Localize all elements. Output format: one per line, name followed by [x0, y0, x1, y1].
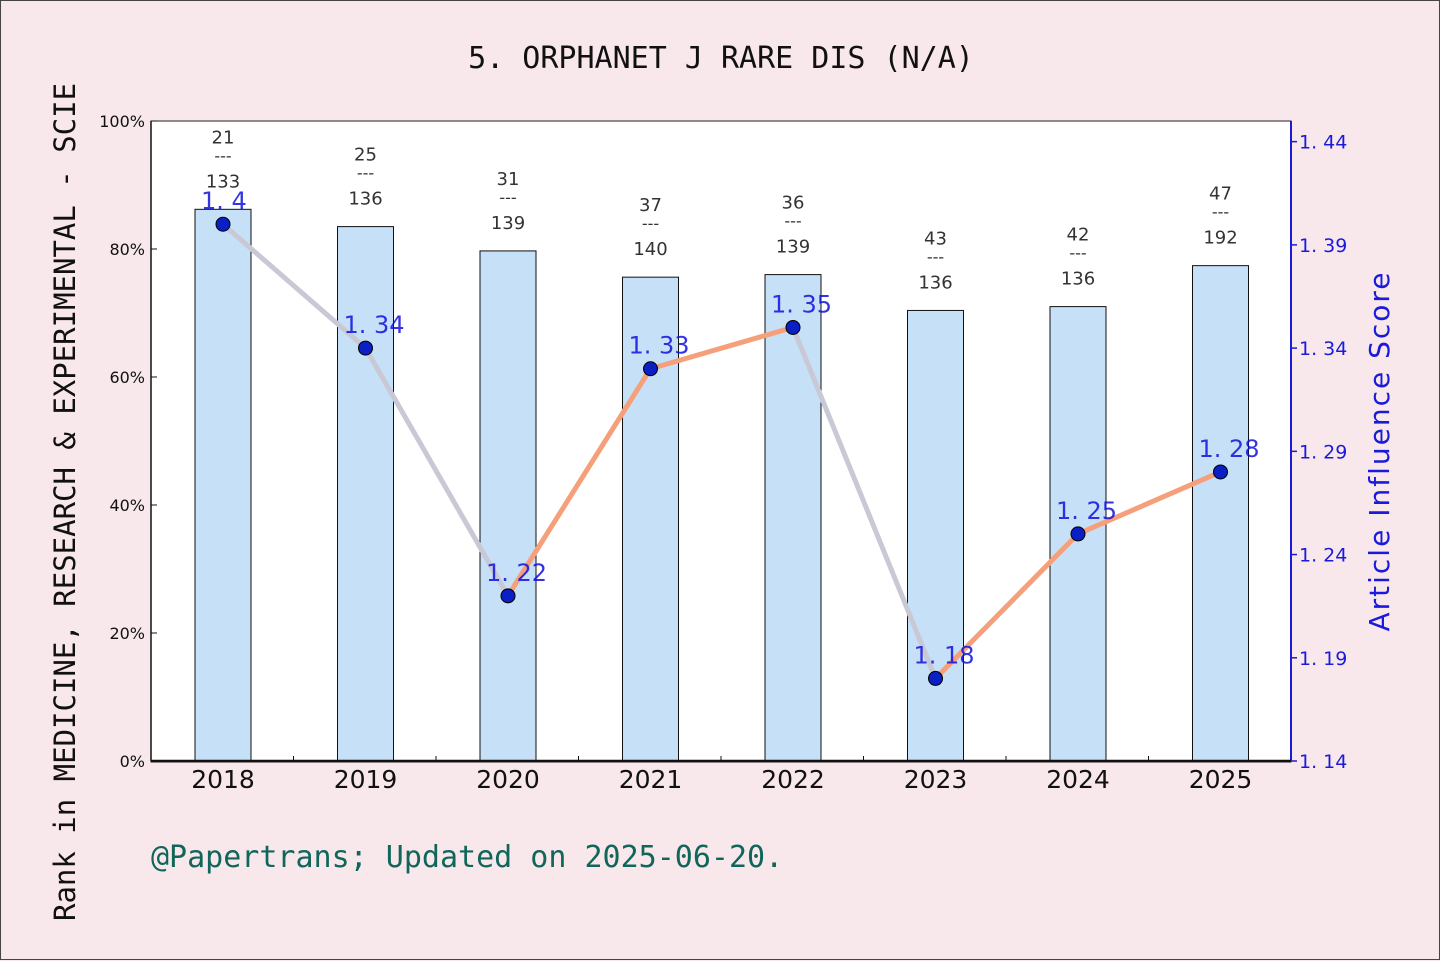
total-label: 192	[1203, 228, 1237, 249]
fraction-bar: ---	[357, 164, 374, 183]
total-label: 136	[348, 189, 382, 210]
line-segment	[1075, 469, 1223, 537]
x-tick-label: 2024	[1046, 765, 1110, 794]
chart-title: 5. ORPHANET J RARE DIS (N/A)	[468, 41, 974, 76]
total-label: 139	[491, 213, 525, 234]
line-point-2018	[215, 216, 231, 232]
plot-area	[150, 120, 1292, 763]
line-value-label: 1. 34	[344, 311, 405, 339]
fraction-bar: ---	[1212, 203, 1229, 222]
line-segment	[505, 366, 653, 599]
x-tick-label: 2022	[761, 765, 825, 794]
bar-2023	[907, 309, 964, 762]
rank-label: 21	[212, 127, 235, 148]
rank-label: 47	[1209, 184, 1232, 205]
left-axis-label: Rank in MEDICINE, RESEARCH & EXPERIMENTA…	[48, 83, 82, 921]
fraction-bar: ---	[1069, 244, 1086, 263]
line-group	[215, 216, 1228, 686]
rank-label: 43	[924, 228, 947, 249]
left-tick-label: 100%	[99, 112, 145, 131]
line-segment	[220, 221, 368, 351]
rank-label: 25	[354, 145, 377, 166]
left-tick-label: 80%	[109, 240, 145, 259]
line-value-label: 1. 35	[771, 290, 832, 318]
bar-2019	[337, 226, 394, 762]
left-tick-label: 40%	[109, 496, 145, 515]
line-point-2023	[928, 670, 943, 686]
right-tick-label: 1. 44	[1299, 132, 1347, 154]
fraction-bar: ---	[784, 212, 801, 231]
rank-label: 31	[497, 169, 520, 190]
line-segment	[790, 324, 938, 681]
line-value-label: 1. 4	[201, 187, 247, 215]
right-tick-label: 1. 24	[1299, 545, 1347, 567]
left-tick-label: 0%	[120, 752, 145, 771]
total-label: 133	[206, 171, 240, 192]
rank-label: 37	[639, 195, 662, 216]
line-point-2025	[1213, 464, 1228, 480]
bar-2020	[479, 250, 537, 762]
line-value-label: 1. 18	[914, 641, 975, 669]
x-tick-label: 2025	[1189, 765, 1253, 794]
bar-2021	[622, 276, 679, 762]
fraction-bar: ---	[499, 188, 516, 207]
bar-group	[194, 208, 1249, 762]
bar-2025	[1192, 265, 1249, 762]
line-segment	[933, 531, 1081, 681]
line-point-2022	[785, 319, 801, 335]
rank-label: 36	[782, 193, 805, 214]
line-value-label: 1. 25	[1056, 497, 1117, 525]
line-point-2021	[643, 361, 658, 377]
line-value-label: 1. 28	[1199, 435, 1260, 463]
line-point-2020	[500, 588, 516, 604]
line-point-2024	[1070, 526, 1086, 542]
bar-2018	[194, 208, 252, 762]
fraction-bar: ---	[642, 214, 659, 233]
total-label: 140	[633, 239, 667, 260]
bar-2022	[764, 274, 822, 762]
left-tick-label: 20%	[109, 624, 145, 643]
axes-group: 0% 20% 40% 60% 80% 100% 1. 14 1. 19 1. 24 1. 29 1.…	[99, 112, 1347, 794]
footer-credit: @Papertrans; Updated on 2025-06-20.	[151, 840, 783, 875]
rank-label: 42	[1067, 225, 1090, 246]
x-tick-label: 2019	[334, 765, 398, 794]
line-value-label: 1. 22	[486, 559, 547, 587]
line-segment	[363, 345, 511, 599]
right-tick-label: 1. 14	[1299, 751, 1347, 773]
fraction-bar: ---	[927, 247, 944, 266]
label-group: 21---13325---13631---13937---14036---139…	[201, 127, 1260, 669]
total-label: 136	[918, 272, 952, 293]
left-tick-label: 60%	[109, 368, 145, 387]
x-tick-label: 2020	[476, 765, 540, 794]
line-point-2019	[358, 340, 373, 356]
line-segment	[648, 324, 796, 372]
right-axis-label: Article Influence Score	[1363, 270, 1396, 631]
total-label: 136	[1061, 269, 1095, 290]
right-tick-label: 1. 19	[1299, 648, 1347, 670]
total-label: 139	[776, 237, 810, 258]
x-tick-label: 2021	[619, 765, 683, 794]
right-tick-label: 1. 39	[1299, 235, 1347, 257]
right-tick-label: 1. 29	[1299, 441, 1347, 463]
fraction-bar: ---	[214, 146, 231, 165]
right-tick-label: 1. 34	[1299, 338, 1347, 360]
line-value-label: 1. 33	[629, 332, 690, 360]
x-tick-label: 2018	[191, 765, 255, 794]
x-tick-label: 2023	[904, 765, 968, 794]
